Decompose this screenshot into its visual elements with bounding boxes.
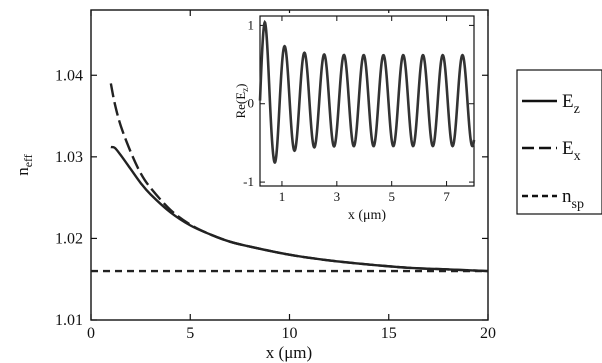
main-y-tick-label: 1.03 bbox=[55, 149, 83, 166]
main-y-tick-label: 1.01 bbox=[55, 312, 83, 329]
inset-x-tick-label: 1 bbox=[279, 189, 286, 204]
inset-x-tick-label: 5 bbox=[388, 189, 395, 204]
inset-y-axis-label-tail: ) bbox=[233, 83, 248, 87]
legend-entry-label: nsp bbox=[562, 186, 584, 212]
main-y-axis-label-sub: eff bbox=[21, 154, 35, 167]
inset-y-tick-label: 0 bbox=[248, 96, 255, 111]
svg-text:Re(Ez): Re(Ez) bbox=[233, 83, 250, 118]
inset-y-axis-label-sub: z bbox=[240, 88, 250, 92]
legend: Ez Ex nsp bbox=[516, 69, 602, 215]
legend-entry-label: Ez bbox=[562, 91, 580, 117]
main-x-tick-label: 15 bbox=[381, 325, 397, 342]
inset-y-tick-label: -1 bbox=[243, 174, 254, 189]
main-x-tick-label: 5 bbox=[186, 325, 194, 342]
main-x-axis-label: x (μm) bbox=[266, 343, 312, 362]
main-plot: 0 5 10 15 20 1.011.021.031.04 x (μm) neff bbox=[13, 9, 496, 362]
inset-x-tick-label: 3 bbox=[334, 189, 341, 204]
main-y-ticks: 1.01 1.02 1.03 1.04 bbox=[55, 67, 488, 329]
main-x-tick-label: 0 bbox=[87, 325, 95, 342]
main-x-tick-label: 20 bbox=[480, 325, 496, 342]
inset-series bbox=[258, 19, 476, 164]
main-y-tick-label: 1.04 bbox=[55, 67, 83, 84]
legend-entry-label: Ex bbox=[562, 138, 581, 164]
main-y-tick-label: 1.02 bbox=[55, 230, 83, 247]
inset-y-axis-label-main: Re(E bbox=[233, 92, 248, 119]
inset-y-axis-label: Re(Ez) bbox=[233, 83, 250, 118]
main-x-tick-label: 10 bbox=[282, 325, 298, 342]
inset-plot: 1 3 5 7 -1 0 1 x (μm) Re(Ez) bbox=[222, 13, 479, 223]
inset-y-ticks: -1 0 1 bbox=[243, 17, 474, 189]
main-series bbox=[91, 83, 489, 273]
inset-x-tick-label: 7 bbox=[443, 189, 450, 204]
svg-text:neff: neff bbox=[13, 154, 35, 176]
inset-y-tick-label: 1 bbox=[248, 17, 255, 32]
main-y-axis-label-main: n bbox=[13, 167, 32, 176]
inset-x-axis-label: x (μm) bbox=[348, 208, 387, 223]
legend-entries: Ez Ex nsp bbox=[522, 91, 584, 212]
main-y-axis-label: neff bbox=[13, 154, 35, 176]
legend-box bbox=[516, 69, 602, 215]
inset-series-line bbox=[258, 19, 476, 164]
inset-plot-frame bbox=[259, 15, 475, 187]
inset-x-ticks: 1 3 5 7 bbox=[279, 16, 450, 204]
main-series-line-ex bbox=[109, 83, 489, 273]
